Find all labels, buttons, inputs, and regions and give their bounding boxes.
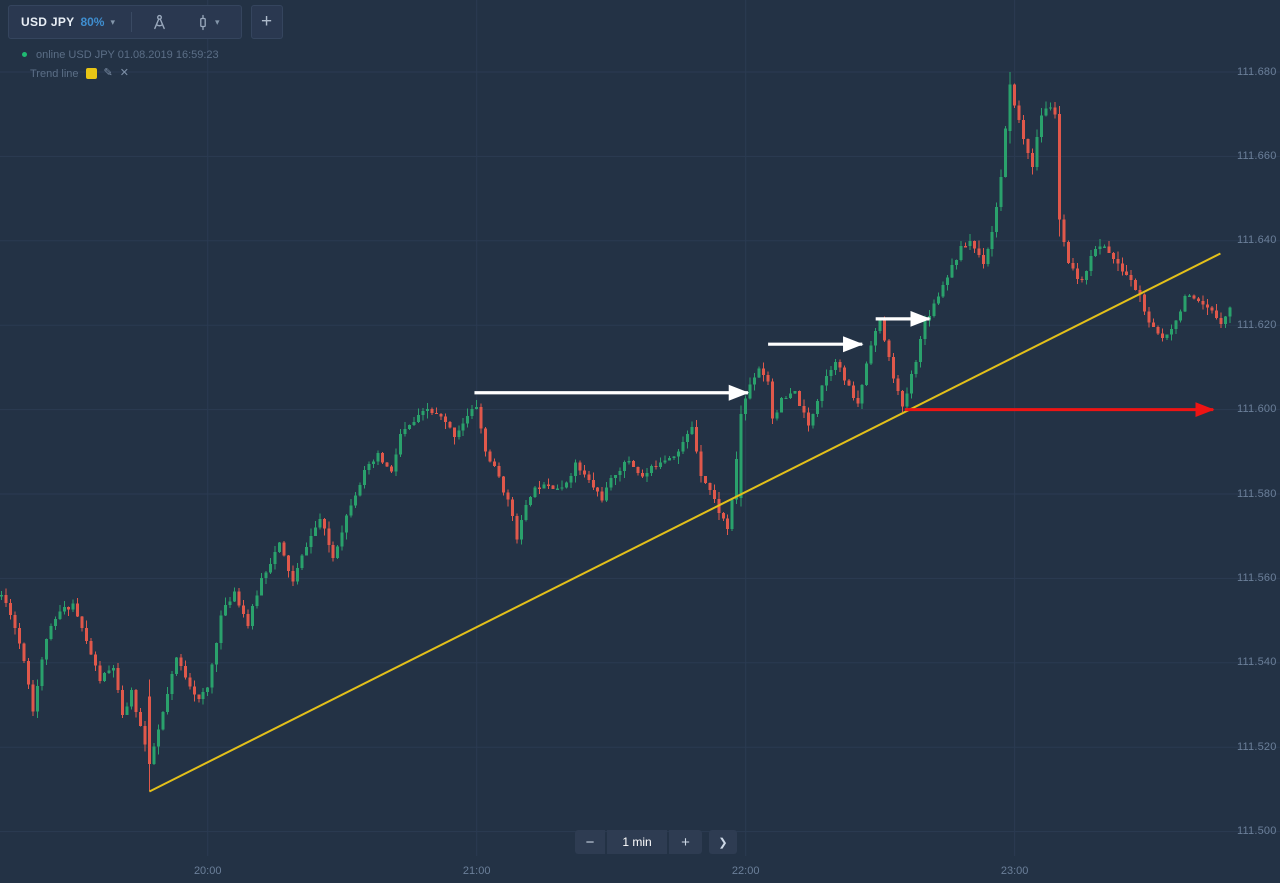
- toolbar-divider: [131, 12, 133, 32]
- x-axis-label: 23:00: [1000, 865, 1029, 877]
- asset-status-text: online USD JPY 01.08.2019 16:59:23: [36, 48, 219, 61]
- chevron-down-icon: ▾: [215, 16, 220, 27]
- y-axis-label: 111.540: [1237, 656, 1277, 669]
- y-axis-label: 111.660: [1237, 149, 1277, 162]
- y-axis-label: 111.620: [1237, 318, 1277, 331]
- online-status-icon: [22, 52, 27, 57]
- asset-selector[interactable]: USD JPY 80% ▾: [21, 15, 121, 29]
- asset-status-row: online USD JPY 01.08.2019 16:59:23: [22, 47, 219, 62]
- timeframe-increase-button[interactable]: +: [669, 830, 702, 854]
- y-axis-label: 111.520: [1237, 740, 1277, 753]
- candlestick-chart-icon: [200, 14, 206, 30]
- edit-indicator-icon[interactable]: ✎: [103, 67, 113, 79]
- payout-percent: 80%: [80, 15, 105, 29]
- indicator-name: Trend line: [30, 67, 79, 80]
- indicator-color-swatch[interactable]: [85, 68, 97, 79]
- chart-legend: online USD JPY 01.08.2019 16:59:23 Trend…: [22, 47, 219, 85]
- chart-gridlines: [0, 0, 1280, 856]
- y-axis-label: 111.640: [1237, 234, 1277, 247]
- asset-name: USD JPY: [21, 15, 75, 29]
- timeframe-control: − 1 min + ❯: [575, 830, 737, 854]
- y-axis-label: 111.680: [1237, 65, 1277, 78]
- x-axis-label: 20:00: [193, 865, 222, 877]
- chart-type-button[interactable]: ▾: [187, 14, 229, 31]
- asset-toolbar-group: USD JPY 80% ▾ ▾: [8, 5, 242, 39]
- drawing-tools-button[interactable]: [142, 14, 177, 31]
- add-chart-button[interactable]: +: [250, 5, 283, 39]
- compass-icon: [154, 14, 165, 29]
- remove-indicator-icon[interactable]: ✕: [119, 67, 129, 79]
- timeframe-value[interactable]: 1 min: [607, 830, 667, 854]
- timeframe-group: − 1 min +: [575, 830, 702, 854]
- timeframe-decrease-button[interactable]: −: [575, 830, 605, 854]
- trend-line[interactable]: [148, 252, 1221, 793]
- y-axis-label: 111.560: [1237, 571, 1277, 584]
- chart-toolbar: USD JPY 80% ▾ ▾ +: [8, 5, 283, 39]
- x-axis-label: 21:00: [462, 865, 491, 877]
- y-axis-label: 111.600: [1237, 403, 1277, 416]
- indicator-row: Trend line ✎ ✕: [22, 66, 219, 81]
- x-axis-label: 22:00: [731, 865, 760, 877]
- annotation-arrows: [474, 310, 1215, 418]
- chevron-down-icon: ▾: [110, 16, 116, 27]
- candlesticks: [0, 72, 1232, 792]
- scroll-forward-button[interactable]: ❯: [709, 830, 737, 854]
- y-axis-label: 111.580: [1237, 487, 1277, 500]
- y-axis-label: 111.500: [1237, 825, 1277, 838]
